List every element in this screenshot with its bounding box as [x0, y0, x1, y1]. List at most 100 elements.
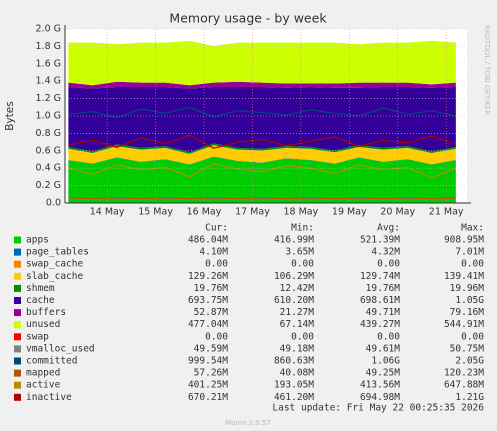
legend-value: 670.21M	[188, 392, 228, 403]
legend-value: 486.04M	[188, 235, 228, 246]
legend-value: 3.65M	[285, 247, 314, 258]
legend-value: 139.41M	[444, 271, 484, 282]
legend-header: Avg:	[377, 223, 400, 234]
legend-label: unused	[26, 319, 60, 330]
legend-value: 49.61M	[366, 343, 401, 354]
x-tick-label: 18 May	[283, 207, 318, 218]
series-line	[68, 163, 457, 179]
legend-value: 860.63M	[274, 356, 314, 367]
version: Munin 2.0.57	[225, 419, 271, 427]
y-tick-label: 1.8 G	[36, 41, 62, 52]
legend-value: 521.39M	[360, 235, 400, 246]
x-tick-label: 16 May	[187, 207, 222, 218]
legend-header: Min:	[291, 223, 314, 234]
legend-value: 4.10M	[199, 247, 228, 258]
legend-value: 106.29M	[274, 271, 314, 282]
legend-value: 19.96M	[450, 283, 485, 294]
side-text: RRDTOOL / TOBI OETIKER	[483, 25, 491, 115]
legend-value: 439.27M	[360, 319, 400, 330]
legend-value: 2.05G	[455, 356, 484, 367]
legend-value: 413.56M	[360, 380, 400, 391]
y-tick-label: 0.6 G	[36, 145, 62, 156]
legend-value: 129.74M	[360, 271, 400, 282]
stacked-area	[68, 86, 456, 153]
legend-swatch	[14, 309, 21, 317]
legend-value: 461.20M	[274, 392, 314, 403]
legend-value: 49.59M	[194, 343, 229, 354]
legend-value: 693.75M	[188, 295, 228, 306]
legend-value: 67.14M	[280, 319, 315, 330]
x-tick-label: 14 May	[90, 207, 125, 218]
stacked-area	[68, 40, 456, 86]
legend-value: 50.75M	[450, 343, 485, 354]
legend-value: 0.00	[291, 259, 314, 270]
legend-label: active	[26, 380, 61, 391]
legend-label: page_tables	[26, 247, 89, 258]
x-tick-label: 20 May	[380, 207, 415, 218]
stacked-area	[68, 81, 456, 89]
y-tick-label: 1.2 G	[36, 93, 62, 104]
series-line	[68, 197, 456, 200]
legend-value: 698.61M	[360, 295, 400, 306]
legend-label: shmem	[26, 283, 55, 294]
legend-value: 40.08M	[280, 368, 315, 379]
legend-value: 57.26M	[194, 368, 229, 379]
x-tick-label: 21 May	[429, 207, 464, 218]
legend-value: 193.05M	[274, 380, 314, 391]
y-tick-label: 0.8 G	[36, 128, 62, 139]
legend-label: committed	[26, 356, 77, 367]
legend-value: 79.16M	[450, 307, 485, 318]
y-tick-label: 0.4 G	[36, 163, 62, 174]
legend-swatch	[14, 272, 21, 280]
legend-value: 416.99M	[274, 235, 314, 246]
legend-value: 1.05G	[455, 295, 484, 306]
legend-swatch	[14, 297, 21, 304]
legend-value: 544.91M	[444, 319, 484, 330]
legend-value: 52.87M	[194, 307, 229, 318]
series-line	[68, 134, 457, 149]
series-line	[68, 106, 456, 119]
legend-header: Max:	[461, 223, 484, 234]
legend-value: 0.00	[205, 259, 228, 270]
legend-value: 0.00	[377, 331, 400, 342]
legend-swatch	[14, 321, 21, 329]
stacked-area	[68, 145, 456, 165]
legend-value: 49.25M	[366, 368, 401, 379]
legend-value: 1.06G	[371, 356, 400, 367]
legend-swatch	[14, 260, 21, 268]
legend-value: 401.25M	[188, 380, 228, 391]
legend-value: 129.26M	[188, 271, 228, 282]
legend-value: 19.76M	[194, 283, 229, 294]
legend-swatch	[14, 236, 21, 244]
legend-value: 1.21G	[455, 392, 484, 403]
legend-swatch	[14, 284, 21, 292]
legend-swatch	[14, 333, 21, 341]
y-tick-label: 1.0 G	[36, 111, 62, 122]
y-tick-label: 1.6 G	[36, 58, 62, 69]
y-tick-label: 1.4 G	[36, 76, 62, 87]
y-tick-label: 0.2 G	[36, 180, 62, 191]
y-tick-label: 2.0 G	[36, 24, 62, 35]
x-tick-label: 17 May	[235, 207, 270, 218]
x-tick-label: 15 May	[138, 207, 173, 218]
legend-value: 12.42M	[280, 283, 315, 294]
legend-label: vmalloc_used	[26, 343, 95, 354]
legend-value: 610.20M	[274, 295, 314, 306]
legend-value: 21.27M	[280, 307, 315, 318]
legend-value: 999.54M	[188, 356, 228, 367]
legend-value: 0.00	[377, 259, 400, 270]
legend-swatch	[14, 381, 21, 389]
legend-header: Cur:	[205, 223, 228, 234]
legend-value: 19.76M	[366, 283, 401, 294]
legend-value: 49.18M	[280, 343, 315, 354]
legend-label: buffers	[26, 307, 66, 318]
legend-label: apps	[26, 235, 49, 246]
legend-swatch	[14, 357, 21, 365]
stacked-area	[68, 156, 456, 203]
x-tick-label: 19 May	[332, 207, 367, 218]
legend-label: inactive	[26, 392, 72, 403]
legend-swatch	[14, 345, 21, 353]
legend-value: 477.04M	[188, 319, 228, 330]
